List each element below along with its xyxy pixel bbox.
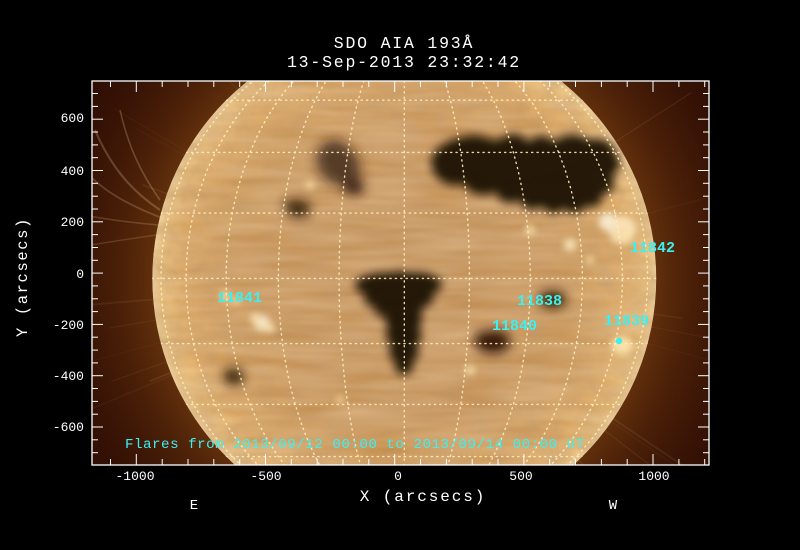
svg-text:E: E [190, 498, 198, 514]
svg-text:-500: -500 [250, 469, 281, 484]
svg-text:Flares from 2013/09/12 00:00 t: Flares from 2013/09/12 00:00 to 2013/09/… [125, 437, 585, 453]
svg-text:11838: 11838 [517, 293, 562, 310]
svg-text:13-Sep-2013 23:32:42: 13-Sep-2013 23:32:42 [287, 53, 521, 72]
svg-text:11842: 11842 [630, 240, 675, 257]
svg-text:200: 200 [61, 215, 84, 230]
svg-text:11839: 11839 [604, 313, 649, 330]
svg-text:11840: 11840 [492, 318, 537, 335]
svg-text:W: W [609, 498, 618, 514]
svg-text:-600: -600 [53, 420, 84, 435]
svg-text:400: 400 [61, 164, 84, 179]
svg-text:X (arcsecs): X (arcsecs) [360, 488, 487, 506]
svg-text:-200: -200 [53, 318, 84, 333]
svg-text:Y (arcsecs): Y (arcsecs) [14, 217, 32, 337]
svg-text:500: 500 [509, 469, 532, 484]
svg-text:SDO AIA 193Å: SDO AIA 193Å [334, 34, 474, 53]
svg-text:0: 0 [76, 267, 84, 282]
svg-text:0: 0 [394, 469, 402, 484]
svg-text:11841: 11841 [217, 290, 262, 307]
svg-text:-1000: -1000 [115, 469, 154, 484]
svg-text:600: 600 [61, 111, 84, 126]
svg-text:-400: -400 [53, 369, 84, 384]
svg-text:1000: 1000 [638, 469, 669, 484]
